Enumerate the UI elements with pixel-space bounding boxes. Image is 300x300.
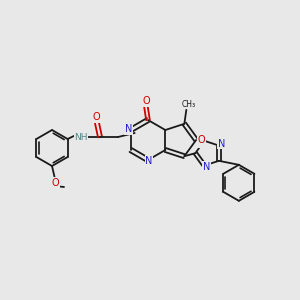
Text: O: O — [197, 135, 205, 145]
Text: CH₃: CH₃ — [181, 100, 195, 109]
Text: N: N — [125, 124, 132, 134]
Text: NH: NH — [74, 133, 88, 142]
Text: O: O — [51, 178, 59, 188]
Text: N: N — [145, 156, 153, 166]
Text: O: O — [92, 112, 100, 122]
Text: N: N — [202, 161, 210, 172]
Text: S: S — [199, 137, 205, 147]
Text: O: O — [142, 96, 150, 106]
Text: N: N — [218, 139, 226, 148]
